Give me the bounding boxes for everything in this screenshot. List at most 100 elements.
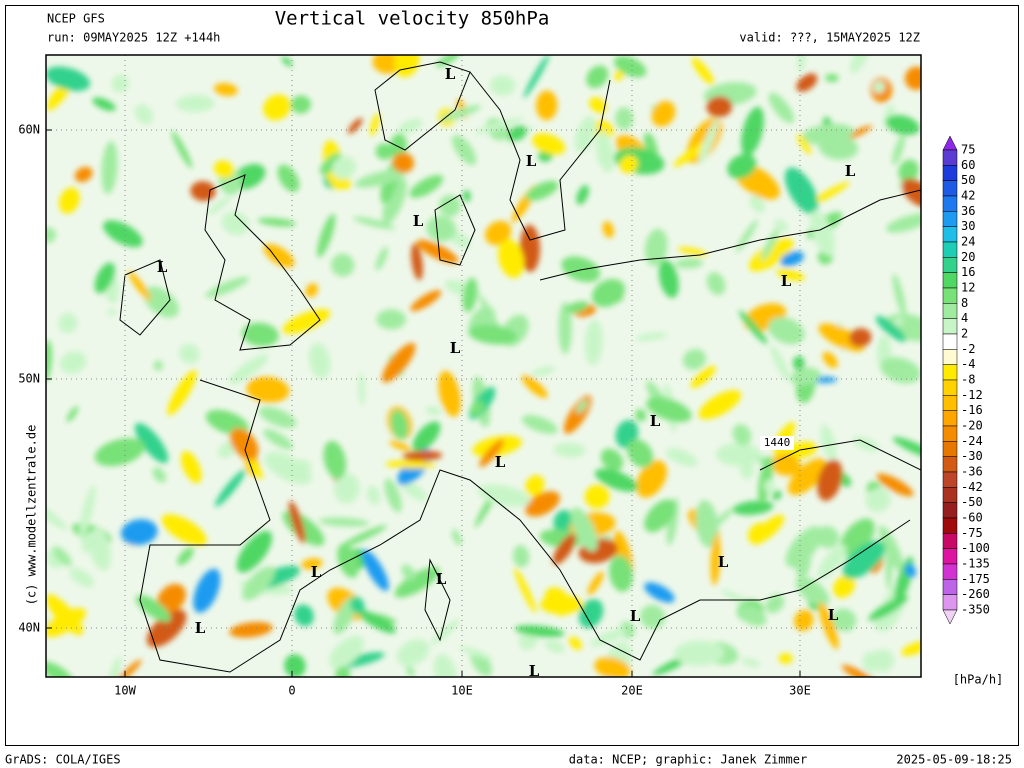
field-patch (94, 262, 115, 294)
colorbar-label: 50 (961, 173, 975, 187)
field-patch (286, 459, 312, 478)
field-patch (180, 450, 202, 484)
colorbar-bin (942, 548, 958, 565)
field-patch (46, 66, 91, 92)
field-patch (489, 75, 516, 96)
low-marker: L (630, 607, 641, 625)
field-patch (331, 156, 357, 180)
field-patch (576, 399, 588, 414)
colorbar-label: 75 (961, 143, 975, 157)
field-patch (790, 367, 821, 386)
footer-source: data: NCEP; graphic: Janek Zimmer (569, 753, 807, 767)
colorbar-label: -36 (961, 465, 983, 479)
field-patch (161, 514, 207, 546)
field-patch (288, 501, 306, 544)
colorbar-label: -16 (961, 403, 983, 417)
colorbar-bin (942, 272, 958, 289)
field-patch (568, 636, 583, 650)
field-patch (831, 608, 857, 632)
field-patch (706, 96, 733, 118)
coastline-mediterranean (139, 379, 911, 673)
field-patch (822, 351, 838, 368)
colorbar-label: -60 (961, 511, 983, 525)
colorbar-bin (942, 441, 958, 457)
field-patch (358, 371, 365, 407)
field-patch (901, 178, 921, 208)
field-patch (281, 56, 293, 67)
field-patch (565, 301, 589, 314)
field-patch (698, 390, 742, 420)
field-patch (710, 534, 721, 586)
field-patch (214, 469, 246, 507)
field-patch (839, 518, 875, 557)
colorbar-bin (942, 165, 958, 181)
field-patch (695, 500, 719, 548)
field-patch (69, 568, 94, 588)
field-patch (375, 143, 394, 160)
field-patch (748, 238, 794, 272)
field-patch (815, 526, 840, 549)
field-patch (795, 576, 830, 607)
colorbar-label: -30 (961, 449, 983, 463)
field-patch (619, 155, 639, 174)
field-patch (644, 582, 675, 603)
field-patch (535, 90, 558, 121)
field-patch (171, 130, 193, 169)
field-patch (574, 116, 597, 153)
field-patch (213, 83, 238, 96)
colorbar-label: 30 (961, 219, 975, 233)
colorbar-arrow-top (942, 135, 958, 151)
colorbar-label: 24 (961, 235, 975, 249)
field-patch (635, 409, 647, 422)
colorbar-label: -4 (961, 357, 975, 371)
field-patch (758, 456, 773, 504)
coastline-denmark (434, 194, 476, 266)
field-patch (627, 439, 654, 468)
field-patch (868, 595, 909, 621)
field-patch (651, 100, 676, 127)
field-patch (841, 664, 879, 677)
colorbar-label: 60 (961, 158, 975, 172)
colorbar-bin (942, 410, 958, 427)
colorbar-label: -75 (961, 526, 983, 540)
field-patch (167, 369, 197, 416)
field-patch (290, 95, 312, 114)
low-marker: L (529, 662, 540, 680)
field-patch (431, 619, 460, 645)
colorbar-label: -175 (961, 572, 990, 586)
field-patch (362, 549, 389, 591)
coastline-corsica-sardinia (424, 558, 451, 642)
colorbar-bin (942, 303, 958, 319)
field-patch (600, 448, 624, 472)
field-patch (594, 657, 631, 677)
colorbar-bin (942, 149, 958, 166)
colorbar-label: 16 (961, 265, 975, 279)
field-patch (257, 217, 297, 227)
field-patch (410, 290, 442, 312)
field-patch (788, 458, 827, 496)
field-patch (228, 354, 269, 385)
low-marker: L (845, 162, 856, 180)
field-patch (46, 227, 56, 243)
field-patch (248, 460, 263, 479)
colorbar-bin (942, 364, 958, 381)
colorbar-label: 4 (961, 311, 968, 325)
colorbar-unit: [hPa/h] (953, 673, 1004, 687)
field-patch (552, 533, 576, 565)
colorbar-label: -100 (961, 541, 990, 555)
low-marker: L (495, 453, 506, 471)
field-patch (106, 308, 117, 316)
field-patch (375, 246, 388, 271)
coastlines (119, 61, 921, 673)
field-patch (531, 366, 556, 377)
field-patch (318, 517, 370, 527)
field-patch (691, 57, 715, 85)
map-field: L L L L L L L L L L L L L L L L 1440 (46, 55, 921, 680)
field-patch (385, 460, 436, 469)
field-patch (498, 238, 525, 279)
field-patch (207, 195, 231, 216)
outer-frame (5, 5, 1019, 746)
colorbar-bin (942, 533, 958, 549)
field-patch (770, 345, 790, 382)
